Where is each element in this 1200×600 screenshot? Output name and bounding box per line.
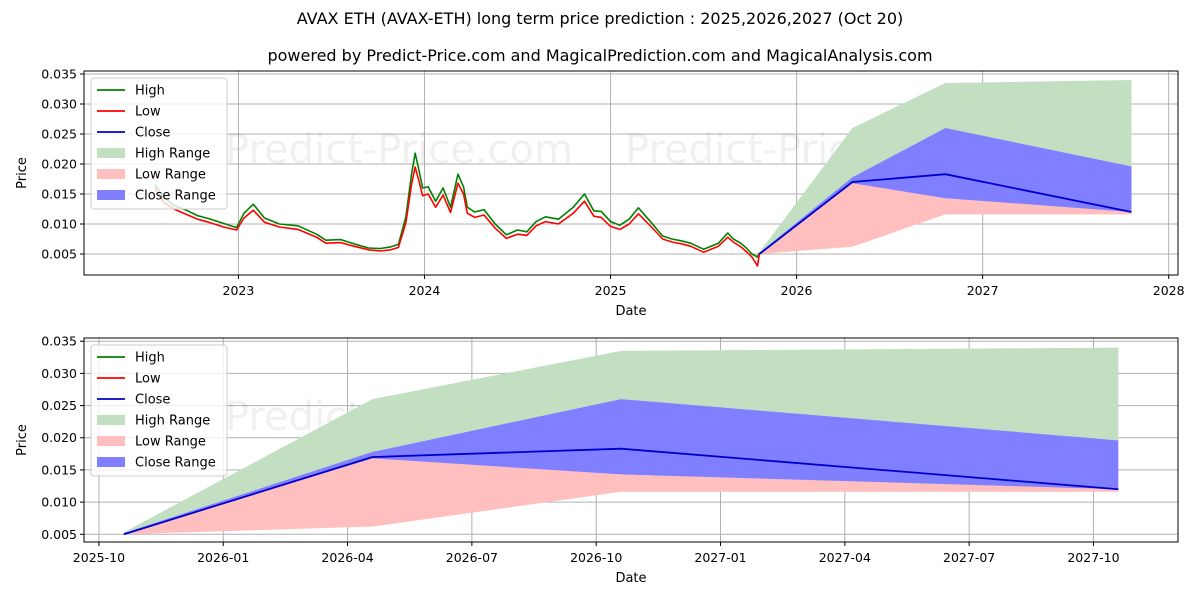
- y-tick-label: 0.010: [41, 495, 77, 510]
- x-tick-label: 2025: [595, 283, 627, 298]
- y-axis-label: Price: [15, 157, 30, 189]
- y-tick-label: 0.030: [41, 97, 77, 112]
- y-tick-label: 0.005: [41, 247, 77, 262]
- legend-label: Low: [135, 372, 161, 387]
- legend-label: High Range: [135, 147, 210, 162]
- chart-panel-2: Predict-Price.comPredict-Price.com0.0050…: [15, 334, 1179, 586]
- legend-label: High: [135, 351, 165, 366]
- x-axis-label: Date: [615, 304, 646, 319]
- y-tick-label: 0.020: [41, 157, 77, 172]
- low-series-line: [154, 166, 761, 267]
- low-range-band: [123, 457, 1119, 535]
- close-series-line: [758, 173, 1132, 255]
- x-tick-label: 2027-01: [694, 550, 746, 565]
- high-range-band: [123, 347, 1119, 533]
- y-tick-label: 0.030: [41, 366, 77, 381]
- legend-label: Close Range: [135, 456, 216, 471]
- legend-label: Low: [135, 105, 161, 120]
- x-axis-label: Date: [615, 571, 646, 586]
- high-series-line: [154, 152, 761, 258]
- legend-swatch-patch: [97, 436, 125, 446]
- plot-frame: [83, 70, 1179, 276]
- x-tick-label: 2025-10: [73, 550, 125, 565]
- y-tick-label: 0.015: [41, 462, 77, 477]
- legend-label: High Range: [135, 414, 210, 429]
- close-range-band: [759, 128, 1132, 254]
- y-tick-label: 0.025: [41, 127, 77, 142]
- x-tick-label: 2026-01: [197, 550, 249, 565]
- legend-label: Low Range: [135, 435, 206, 450]
- x-tick-label: 2026-07: [446, 550, 498, 565]
- x-tick-label: 2026: [781, 283, 813, 298]
- chart-subtitle: powered by Predict-Price.com and Magical…: [267, 46, 933, 65]
- x-tick-label: 2026-04: [321, 550, 373, 565]
- x-tick-label: 2026-10: [570, 550, 622, 565]
- legend-label: Close Range: [135, 189, 216, 204]
- x-tick-label: 2024: [409, 283, 441, 298]
- legend-label: High: [135, 84, 165, 99]
- plot-area: [154, 80, 1132, 267]
- plot-frame: [83, 337, 1179, 543]
- legend-swatch-patch: [97, 457, 125, 467]
- legend-label: Low Range: [135, 168, 206, 183]
- y-tick-label: 0.010: [41, 217, 77, 232]
- y-axis-label: Price: [15, 424, 30, 456]
- plot-area: [123, 347, 1119, 536]
- high-range-band: [759, 80, 1132, 253]
- y-tick-label: 0.035: [41, 67, 77, 82]
- x-tick-label: 2028: [1153, 283, 1185, 298]
- x-tick-label: 2027: [967, 283, 999, 298]
- y-tick-label: 0.005: [41, 527, 77, 542]
- legend-swatch-patch: [97, 190, 125, 200]
- close-series-line: [123, 447, 1119, 536]
- y-tick-label: 0.035: [41, 334, 77, 349]
- x-tick-label: 2027-07: [943, 550, 995, 565]
- y-tick-label: 0.015: [41, 187, 77, 202]
- y-tick-label: 0.020: [41, 430, 77, 445]
- low-range-band: [759, 182, 1132, 254]
- y-tick-label: 0.025: [41, 398, 77, 413]
- legend-swatch-patch: [97, 415, 125, 425]
- close-range-band: [123, 399, 1119, 535]
- chart-title: AVAX ETH (AVAX-ETH) long term price pred…: [296, 9, 904, 28]
- legend-label: Close: [135, 126, 170, 141]
- x-tick-label: 2027-10: [1067, 550, 1119, 565]
- legend-swatch-patch: [97, 169, 125, 179]
- chart-panel-1: Predict-Price.com Predict-Price.com0.0050…: [15, 67, 1185, 320]
- x-tick-label: 2023: [223, 283, 255, 298]
- legend-label: Close: [135, 393, 170, 408]
- watermark-text: Predict-Price.com: [225, 127, 573, 173]
- legend-swatch-patch: [97, 148, 125, 158]
- x-tick-label: 2027-04: [819, 550, 871, 565]
